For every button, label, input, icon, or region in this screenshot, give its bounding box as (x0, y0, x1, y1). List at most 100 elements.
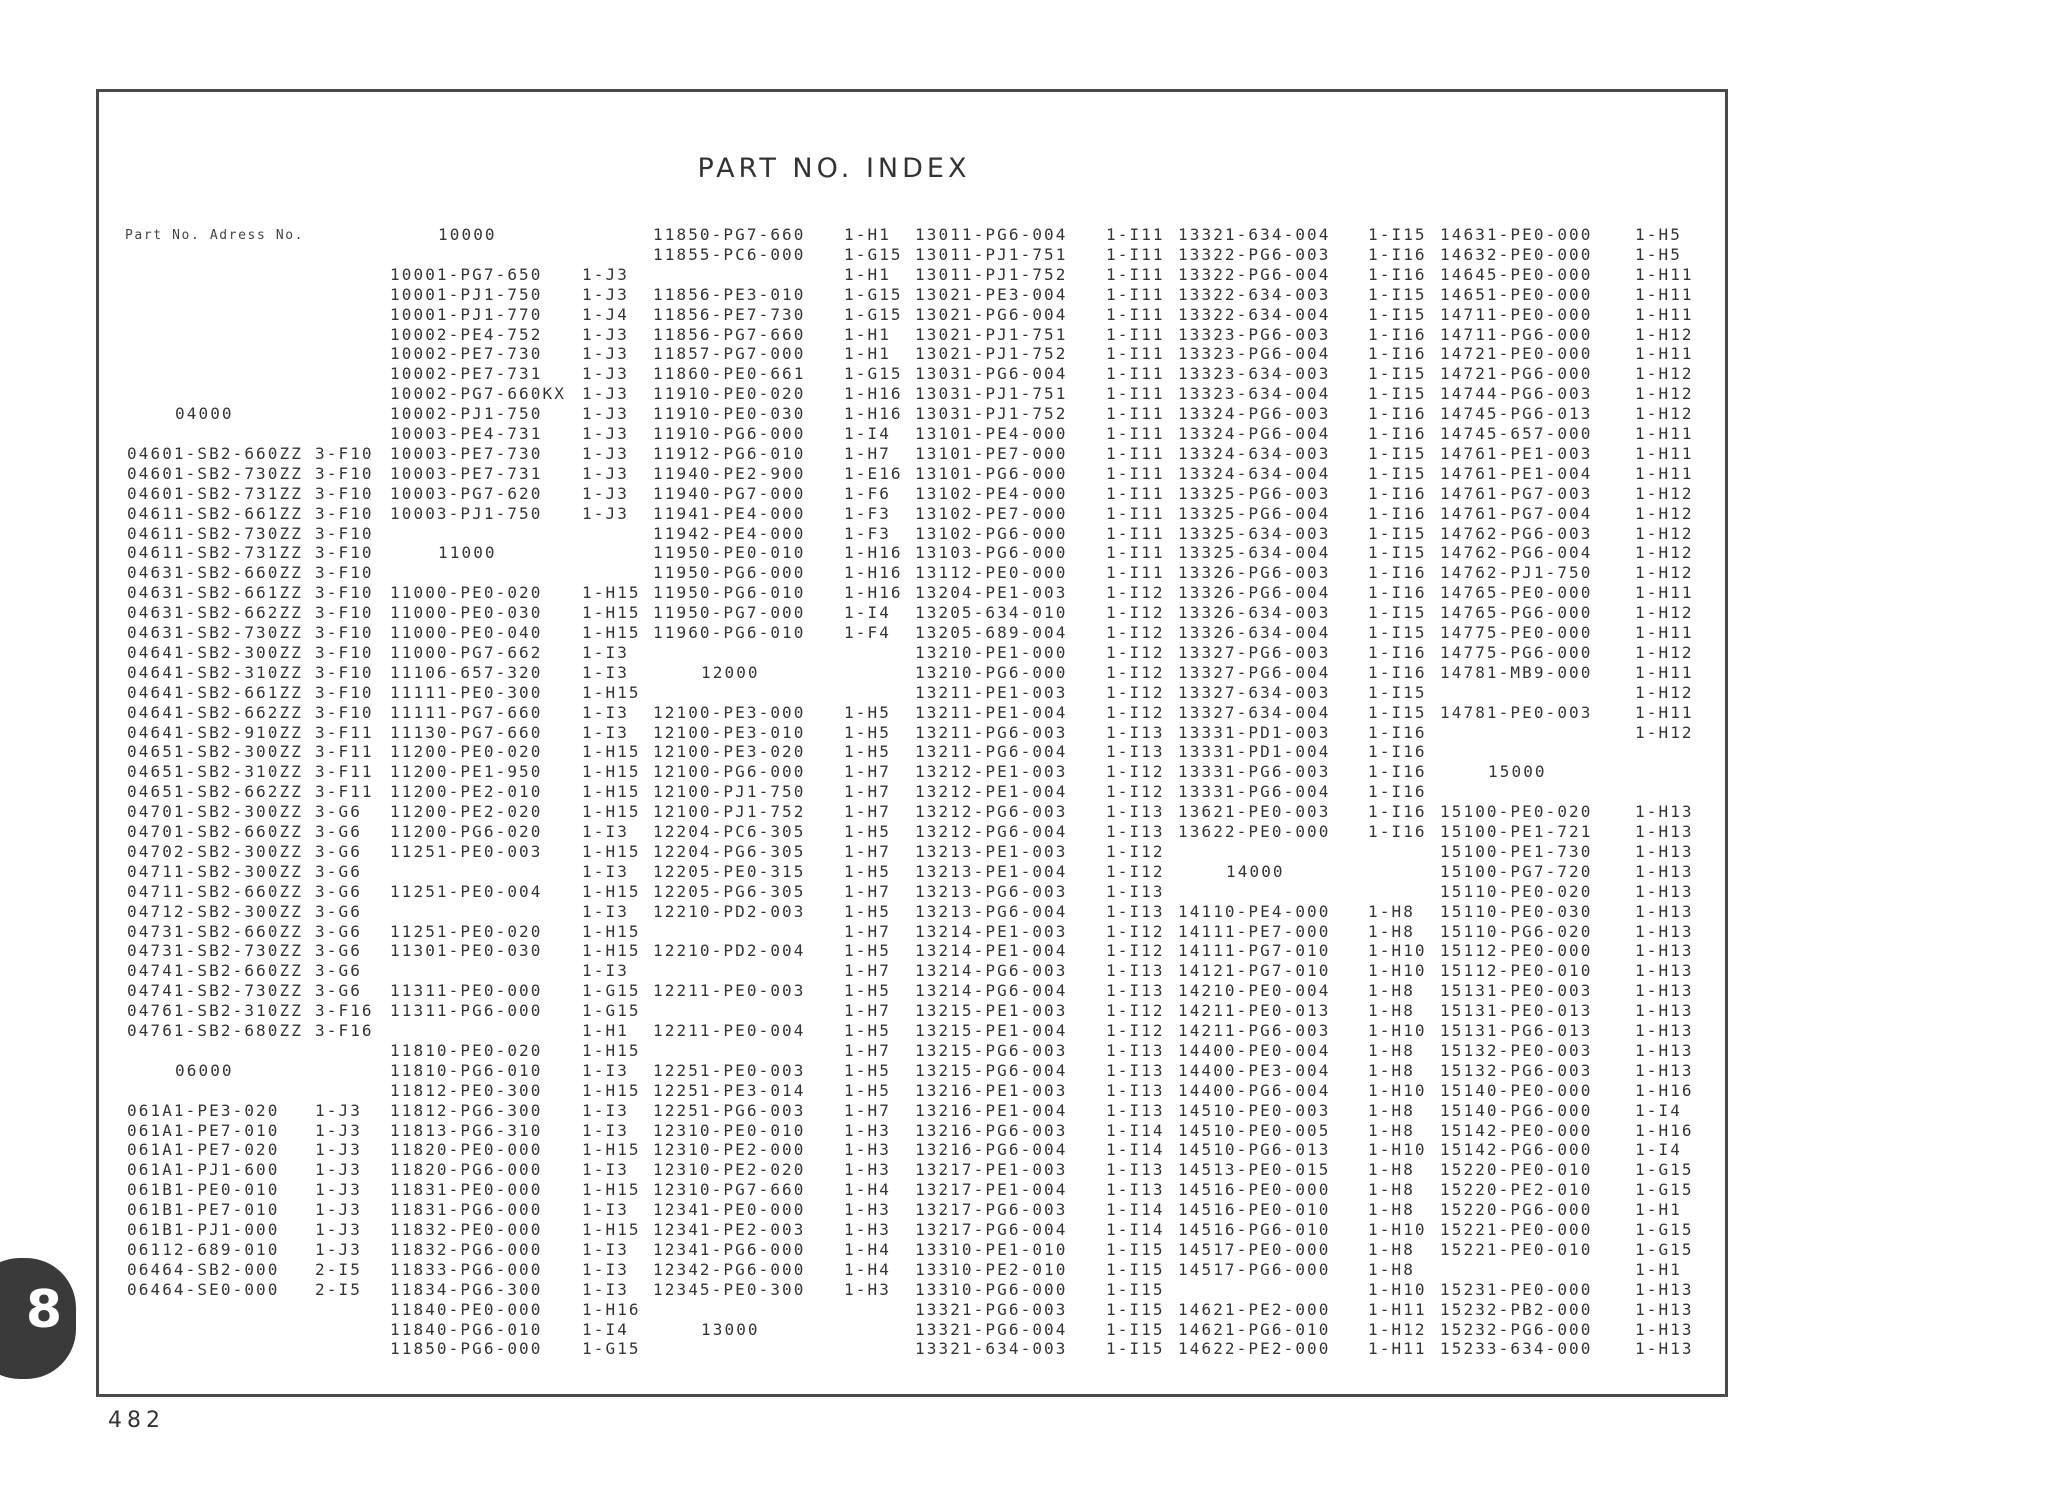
address-number: 1-I3 (582, 822, 629, 841)
part-number: 15100-PG7-720 (1440, 861, 1593, 881)
part-number: 04631-SB2-662ZZ (127, 603, 303, 623)
address-number: 1-H10 (1368, 1279, 1427, 1299)
part-number: 11813-PG6-310 (390, 1120, 543, 1140)
part-number: 11200-PG6-020 (390, 822, 543, 841)
part-number: 13205-689-004 (915, 623, 1068, 642)
address-number: 3-G6 (315, 822, 362, 841)
part-number: 15112-PE0-000 (1440, 941, 1593, 961)
page-number: 482 (108, 1408, 165, 1433)
address-number: 1-J3 (582, 503, 629, 523)
part-number: 10002-PE4-752 (390, 324, 543, 344)
address-number: 1-I15 (1368, 364, 1427, 384)
address-number: 1-I13 (1106, 722, 1165, 742)
address-number: 1-I4 (844, 424, 891, 443)
part-number: 04641-SB2-310ZZ (127, 662, 303, 682)
part-number: 11831-PG6-000 (390, 1200, 543, 1220)
address-number: 1-I11 (1106, 523, 1165, 543)
part-number: 04701-SB2-660ZZ (127, 822, 303, 841)
part-number: 11856-PG7-660 (653, 324, 806, 344)
address-number: 1-H7 (844, 762, 891, 782)
part-number: 04731-SB2-730ZZ (127, 941, 303, 961)
address-number: 1-I12 (1106, 941, 1165, 961)
address-number: 1-H8 (1368, 1180, 1415, 1200)
part-number: 11000-PE0-020 (390, 583, 543, 603)
part-number: 12341-PE2-003 (653, 1220, 806, 1239)
part-number: 12345-PE0-300 (653, 1279, 806, 1299)
part-number: 12100-PG6-000 (653, 762, 806, 782)
part-number: 14711-PG6-000 (1440, 324, 1593, 344)
address-number: 1-H8 (1368, 901, 1415, 921)
part-number: 14711-PE0-000 (1440, 304, 1593, 324)
part-number: 061A1-PJ1-600 (127, 1160, 280, 1180)
part-number: 15131-PG6-013 (1440, 1021, 1593, 1040)
address-number: 1-H10 (1368, 1220, 1427, 1239)
address-number: 3-F10 (315, 702, 374, 722)
part-number: 13210-PE1-000 (915, 642, 1068, 662)
address-number: 1-I4 (844, 603, 891, 623)
part-number: 11840-PG6-010 (390, 1319, 543, 1339)
address-number: 1-I3 (582, 1259, 629, 1279)
part-number: 13321-634-004 (1178, 225, 1331, 244)
part-number: 13323-PG6-003 (1178, 324, 1331, 344)
address-number: 1-I16 (1368, 563, 1427, 583)
address-number: 1-H4 (844, 1180, 891, 1200)
part-number: 14632-PE0-000 (1440, 244, 1593, 264)
part-number: 13211-PE1-004 (915, 702, 1068, 722)
address-number: 1-I11 (1106, 225, 1165, 244)
address-number: 1-H11 (1368, 1299, 1427, 1319)
part-number: 04741-SB2-730ZZ (127, 981, 303, 1001)
part-number: 13322-PG6-004 (1178, 264, 1331, 284)
part-number: 061A1-PE3-020 (127, 1100, 280, 1120)
part-number: 13323-634-003 (1178, 364, 1331, 384)
part-number: 11940-PG7-000 (653, 483, 806, 503)
part-number: 15131-PE0-003 (1440, 981, 1593, 1001)
part-number: 13326-634-004 (1178, 623, 1331, 642)
address-number: 1-I11 (1106, 563, 1165, 583)
address-number: 1-I11 (1106, 344, 1165, 364)
part-number: 04702-SB2-300ZZ (127, 841, 303, 861)
part-number: 10003-PG7-620 (390, 483, 543, 503)
part-number: 061A1-PE7-020 (127, 1140, 280, 1160)
address-number: 1-I11 (1106, 324, 1165, 344)
address-number: 3-F11 (315, 782, 374, 802)
part-number: 11200-PE1-950 (390, 762, 543, 782)
part-number: 13217-PG6-003 (915, 1200, 1068, 1220)
part-number: 06112-689-010 (127, 1239, 280, 1259)
address-number: 3-F10 (315, 463, 374, 483)
address-number: 1-G15 (1635, 1220, 1694, 1239)
address-number: 1-H16 (844, 404, 903, 424)
part-number: 13217-PE1-004 (915, 1180, 1068, 1200)
address-number: 3-G6 (315, 921, 362, 941)
part-number: 12310-PE2-020 (653, 1160, 806, 1180)
part-number: 11251-PE0-003 (390, 841, 543, 861)
address-number: 1-H1 (844, 344, 891, 364)
address-number: 1-J3 (315, 1100, 362, 1120)
part-number: 13213-PE1-003 (915, 841, 1068, 861)
part-number: 13212-PE1-003 (915, 762, 1068, 782)
address-number: 1-I13 (1106, 802, 1165, 822)
part-number: 04631-SB2-661ZZ (127, 583, 303, 603)
address-number: 1-I15 (1106, 1319, 1165, 1339)
address-number: 1-G15 (1635, 1160, 1694, 1180)
part-number: 13215-PE1-004 (915, 1021, 1068, 1040)
part-number: 13103-PG6-000 (915, 543, 1068, 563)
address-number: 1-H8 (1368, 1001, 1415, 1021)
address-number: 1-H5 (844, 1060, 891, 1080)
part-number: 14721-PE0-000 (1440, 344, 1593, 364)
part-number: 12211-PE0-004 (653, 1021, 806, 1040)
part-number: 11860-PE0-661 (653, 364, 806, 384)
address-number: 1-J3 (582, 443, 629, 463)
part-number: 11857-PG7-000 (653, 344, 806, 364)
address-number: 1-H12 (1635, 722, 1694, 742)
page-title: PART NO. INDEX (697, 153, 971, 184)
address-number: 1-H5 (1635, 225, 1682, 244)
address-number: 1-G15 (1635, 1239, 1694, 1259)
part-number: 11301-PE0-030 (390, 941, 543, 961)
part-number: 11941-PE4-000 (653, 503, 806, 523)
part-number: 14645-PE0-000 (1440, 264, 1593, 284)
address-number: 1-I4 (1635, 1100, 1682, 1120)
address-number: 1-I13 (1106, 822, 1165, 841)
address-number: 1-I14 (1106, 1140, 1165, 1160)
part-number: 04631-SB2-730ZZ (127, 623, 303, 642)
address-number: 1-H5 (844, 1021, 891, 1040)
